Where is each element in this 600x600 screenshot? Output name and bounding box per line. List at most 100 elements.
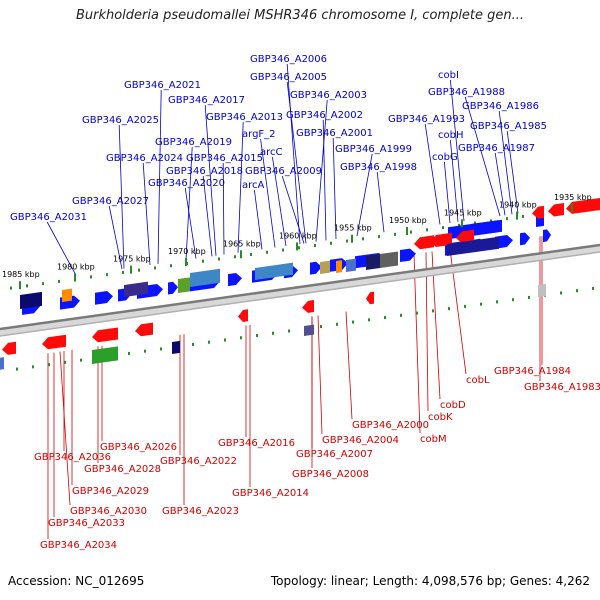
forward-gene-label: GBP346_A2019 — [155, 137, 232, 148]
callout-line — [272, 156, 287, 247]
callout-line — [185, 146, 193, 260]
guide-dot — [464, 304, 466, 308]
feature-box — [304, 324, 314, 336]
guide-dot — [272, 331, 274, 335]
guide-dot — [64, 360, 66, 364]
callout-line — [506, 130, 519, 214]
callout-line — [281, 175, 305, 244]
guide-dot — [144, 349, 146, 353]
forward-gene-arrow — [228, 272, 242, 287]
callout-line — [237, 121, 244, 253]
guide-dot — [362, 237, 364, 241]
forward-gene-arrow — [310, 261, 322, 275]
scale-tick-label: 1960 kbp — [279, 231, 317, 240]
scale-tick-label: 1970 kbp — [168, 247, 206, 256]
callout-line — [431, 251, 441, 400]
forward-gene-label: GBP346_A1993 — [388, 114, 465, 125]
feature-box — [92, 346, 118, 364]
reverse-gene-label: cobL — [466, 375, 490, 386]
feature-box — [447, 236, 499, 256]
guide-dot — [282, 248, 284, 252]
reverse-gene-label: cobD — [440, 400, 466, 411]
reverse-gene-label: GBP346_A2014 — [232, 488, 309, 499]
forward-gene-label: GBP346_A2031 — [10, 212, 87, 223]
forward-gene-label: GBP346_A1987 — [458, 143, 535, 154]
forward-gene-label: argF_2 — [242, 129, 276, 140]
reverse-gene-label: GBP346_A2008 — [292, 469, 369, 480]
backbone-line-bottom — [0, 251, 600, 337]
forward-gene-arrow — [543, 229, 551, 242]
forward-gene-label: cobG — [432, 152, 458, 163]
feature-box — [0, 357, 4, 370]
forward-gene-label: cobH — [438, 130, 463, 141]
guide-dot — [320, 325, 322, 329]
feature-box — [336, 260, 342, 273]
accession-text: Accession: NC_012695 — [8, 574, 145, 588]
callout-line — [450, 139, 459, 222]
feature-box — [124, 281, 148, 297]
guide-dot — [442, 226, 444, 230]
reverse-gene-label: GBP346_A2022 — [160, 456, 237, 467]
callout-line — [184, 187, 197, 259]
scale-ticks: 1985 kbp 1980 kbp 1975 kbp 1970 kbp 1965 kbp… — [2, 193, 592, 290]
guide-dot — [80, 358, 82, 362]
forward-gene-label: GBP346_A2005 — [250, 72, 327, 83]
callout-line — [332, 137, 337, 239]
reverse-gene-label: GBP346_A2004 — [322, 435, 399, 446]
guide-dot — [138, 268, 140, 272]
forward-gene-label: GBP346_A1986 — [462, 101, 539, 112]
forward-gene-label: arcC — [260, 147, 283, 158]
scale-tick-label: 1975 kbp — [113, 255, 151, 264]
forward-gene-label: GBP346_A2018 — [166, 166, 243, 177]
guide-dot — [394, 232, 396, 236]
guide-dot — [234, 255, 236, 259]
scale-tick-label: 1985 kbp — [2, 270, 40, 279]
guide-dot — [58, 279, 60, 283]
guide-dot — [48, 363, 50, 367]
gene-labels: GBP346_A2006 GBP346_A2005 GBP346_A2021 GBP3… — [10, 54, 600, 551]
forward-gene-label: cobI — [438, 70, 459, 81]
guide-dot — [416, 311, 418, 315]
feature-box — [380, 251, 398, 268]
callout-line — [498, 110, 513, 215]
reverse-gene-arrow — [366, 291, 374, 305]
forward-gene-label: GBP346_A2013 — [206, 112, 283, 123]
callout-line — [345, 311, 353, 420]
reverse-gene-label: GBP346_A2016 — [218, 438, 295, 449]
forward-gene-label: GBP346_A1999 — [335, 144, 412, 155]
guide-dot — [266, 250, 268, 254]
guide-dot — [506, 217, 508, 221]
callout-line — [260, 138, 276, 248]
scale-tick-label: 1955 kbp — [334, 224, 372, 233]
guide-dot — [170, 264, 172, 268]
reverse-gene-arrow — [302, 300, 314, 313]
feature-box — [190, 268, 220, 287]
guide-dot — [592, 286, 594, 290]
reverse-gene-label: cobK — [428, 412, 453, 423]
callout-lines — [46, 63, 543, 539]
forward-gene-label: GBP346_A2015 — [186, 153, 263, 164]
callout-line — [142, 162, 151, 266]
guide-dot — [16, 367, 18, 371]
guide-dot — [528, 295, 530, 299]
guide-dot — [26, 284, 28, 288]
forward-gene-label: GBP346_A2021 — [124, 80, 201, 91]
guide-dot — [106, 273, 108, 277]
guide-dot — [458, 223, 460, 227]
guide-dot — [42, 282, 44, 286]
callout-line — [222, 162, 225, 255]
reverse-gene-label: GBP346_A2028 — [84, 464, 161, 475]
callout-line — [413, 254, 421, 434]
callout-line — [157, 89, 162, 264]
guide-dot — [448, 307, 450, 311]
guide-dot — [432, 309, 434, 313]
callout-line — [286, 63, 301, 245]
reverse-gene-label: GBP346_A2007 — [296, 449, 373, 460]
guide-dot — [208, 340, 210, 344]
feature-box — [346, 258, 356, 272]
guide-dot — [32, 365, 34, 369]
reverse-gene-label: GBP346_A2026 — [100, 442, 177, 453]
guide-dot — [346, 239, 348, 243]
genome-strip — [0, 198, 600, 371]
